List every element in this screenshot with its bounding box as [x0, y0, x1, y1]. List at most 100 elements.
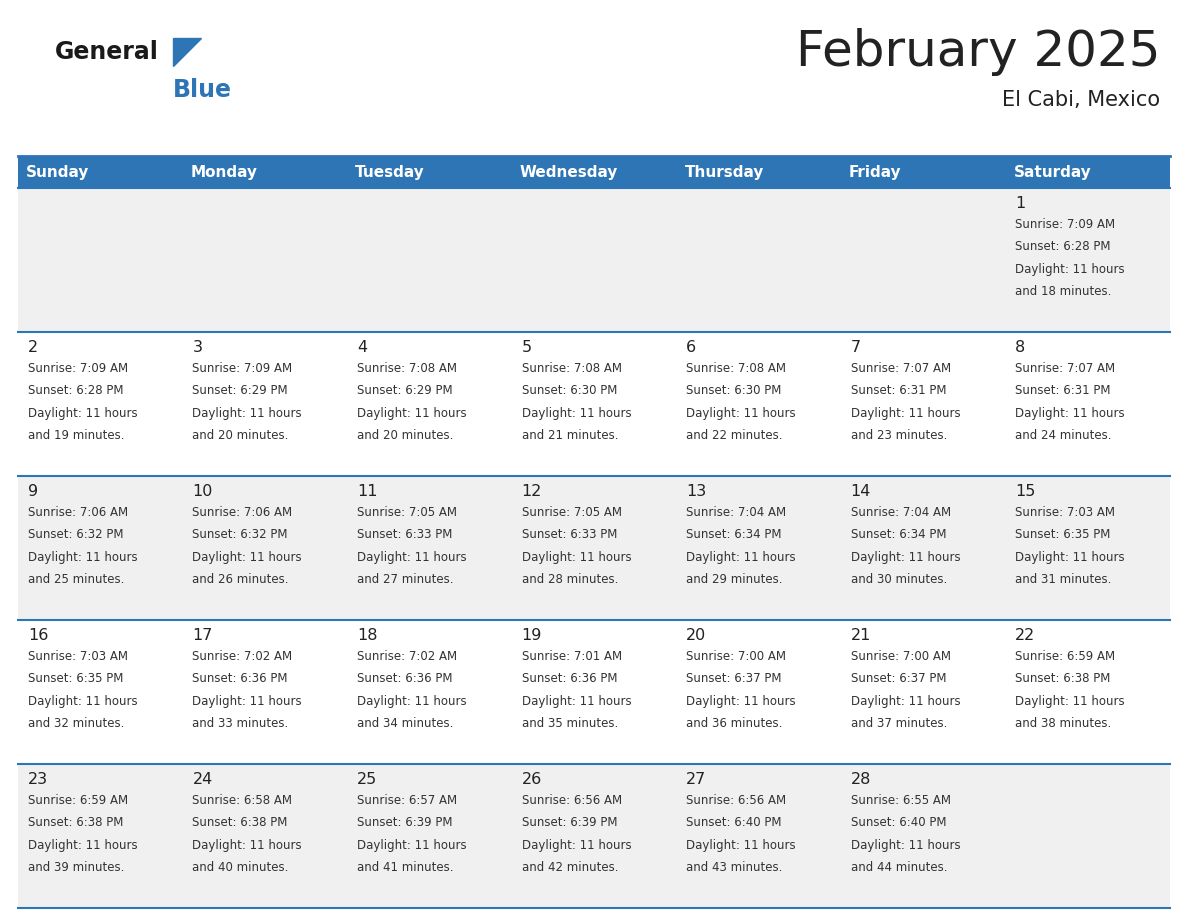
Text: General: General — [55, 40, 159, 64]
Bar — [18, 156, 183, 188]
Text: Sunrise: 7:02 AM: Sunrise: 7:02 AM — [358, 650, 457, 663]
Bar — [841, 188, 1005, 332]
Text: Sunrise: 6:57 AM: Sunrise: 6:57 AM — [358, 794, 457, 807]
Bar — [841, 620, 1005, 764]
Text: Wednesday: Wednesday — [520, 164, 618, 180]
Bar — [183, 188, 347, 332]
Text: 5: 5 — [522, 340, 532, 355]
Text: and 33 minutes.: and 33 minutes. — [192, 717, 289, 730]
Bar — [841, 476, 1005, 620]
Bar — [841, 156, 1005, 188]
Text: Tuesday: Tuesday — [355, 164, 425, 180]
Text: 11: 11 — [358, 484, 378, 499]
Text: and 34 minutes.: and 34 minutes. — [358, 717, 454, 730]
Text: Sunset: 6:36 PM: Sunset: 6:36 PM — [192, 672, 287, 686]
Bar — [18, 188, 183, 332]
Text: and 23 minutes.: and 23 minutes. — [851, 429, 947, 442]
Text: Sunrise: 7:06 AM: Sunrise: 7:06 AM — [27, 506, 128, 519]
Text: Daylight: 11 hours: Daylight: 11 hours — [851, 839, 960, 852]
Text: Sunrise: 6:59 AM: Sunrise: 6:59 AM — [1016, 650, 1116, 663]
Bar — [676, 764, 841, 908]
Bar — [512, 476, 676, 620]
Text: Blue: Blue — [173, 78, 232, 102]
Bar — [512, 620, 676, 764]
Text: Sunset: 6:37 PM: Sunset: 6:37 PM — [851, 672, 946, 686]
Text: and 26 minutes.: and 26 minutes. — [192, 573, 289, 586]
Text: Sunset: 6:35 PM: Sunset: 6:35 PM — [27, 672, 124, 686]
Text: 1: 1 — [1016, 196, 1025, 211]
Text: Sunset: 6:39 PM: Sunset: 6:39 PM — [522, 816, 617, 829]
Bar — [512, 764, 676, 908]
Text: and 38 minutes.: and 38 minutes. — [1016, 717, 1112, 730]
Text: Daylight: 11 hours: Daylight: 11 hours — [522, 551, 631, 564]
Text: 17: 17 — [192, 628, 213, 643]
Text: Sunset: 6:28 PM: Sunset: 6:28 PM — [27, 385, 124, 397]
Text: Sunset: 6:38 PM: Sunset: 6:38 PM — [1016, 672, 1111, 686]
Text: Sunrise: 7:08 AM: Sunrise: 7:08 AM — [358, 362, 457, 375]
Text: Sunrise: 7:04 AM: Sunrise: 7:04 AM — [687, 506, 786, 519]
Bar — [347, 332, 512, 476]
Text: February 2025: February 2025 — [796, 28, 1159, 76]
Text: and 20 minutes.: and 20 minutes. — [192, 429, 289, 442]
Text: Sunrise: 6:56 AM: Sunrise: 6:56 AM — [522, 794, 621, 807]
Text: 13: 13 — [687, 484, 707, 499]
Bar — [676, 156, 841, 188]
Bar — [18, 332, 183, 476]
Text: Daylight: 11 hours: Daylight: 11 hours — [687, 551, 796, 564]
Text: and 37 minutes.: and 37 minutes. — [851, 717, 947, 730]
Text: Sunset: 6:40 PM: Sunset: 6:40 PM — [851, 816, 946, 829]
Text: El Cabi, Mexico: El Cabi, Mexico — [1001, 90, 1159, 110]
Text: Sunset: 6:29 PM: Sunset: 6:29 PM — [358, 385, 453, 397]
Bar — [183, 764, 347, 908]
Bar — [676, 332, 841, 476]
Text: Sunrise: 7:08 AM: Sunrise: 7:08 AM — [687, 362, 786, 375]
Text: and 22 minutes.: and 22 minutes. — [687, 429, 783, 442]
Text: Sunrise: 7:01 AM: Sunrise: 7:01 AM — [522, 650, 621, 663]
Text: Daylight: 11 hours: Daylight: 11 hours — [192, 695, 302, 708]
Bar — [512, 156, 676, 188]
Text: Saturday: Saturday — [1013, 164, 1092, 180]
Text: 25: 25 — [358, 772, 378, 787]
Text: Sunset: 6:34 PM: Sunset: 6:34 PM — [687, 529, 782, 542]
Bar — [347, 156, 512, 188]
Text: Sunset: 6:30 PM: Sunset: 6:30 PM — [522, 385, 617, 397]
Text: Sunset: 6:34 PM: Sunset: 6:34 PM — [851, 529, 946, 542]
Text: Sunrise: 7:03 AM: Sunrise: 7:03 AM — [27, 650, 128, 663]
Text: Sunrise: 6:55 AM: Sunrise: 6:55 AM — [851, 794, 950, 807]
Text: Sunrise: 7:09 AM: Sunrise: 7:09 AM — [27, 362, 128, 375]
Text: 6: 6 — [687, 340, 696, 355]
Text: Sunset: 6:37 PM: Sunset: 6:37 PM — [687, 672, 782, 686]
Text: Sunset: 6:32 PM: Sunset: 6:32 PM — [192, 529, 287, 542]
Text: Daylight: 11 hours: Daylight: 11 hours — [27, 695, 138, 708]
Bar — [347, 764, 512, 908]
Text: Sunset: 6:38 PM: Sunset: 6:38 PM — [192, 816, 287, 829]
Text: Sunset: 6:33 PM: Sunset: 6:33 PM — [522, 529, 617, 542]
Text: 10: 10 — [192, 484, 213, 499]
Bar — [183, 476, 347, 620]
Text: Sunrise: 7:04 AM: Sunrise: 7:04 AM — [851, 506, 950, 519]
Text: Daylight: 11 hours: Daylight: 11 hours — [27, 407, 138, 420]
Text: and 35 minutes.: and 35 minutes. — [522, 717, 618, 730]
Text: and 24 minutes.: and 24 minutes. — [1016, 429, 1112, 442]
Text: Daylight: 11 hours: Daylight: 11 hours — [358, 407, 467, 420]
Text: 15: 15 — [1016, 484, 1036, 499]
Text: 22: 22 — [1016, 628, 1036, 643]
Bar — [512, 332, 676, 476]
Bar — [1005, 188, 1170, 332]
Bar — [183, 332, 347, 476]
Bar — [841, 764, 1005, 908]
Bar — [676, 188, 841, 332]
Text: Sunrise: 7:08 AM: Sunrise: 7:08 AM — [522, 362, 621, 375]
Text: Daylight: 11 hours: Daylight: 11 hours — [1016, 263, 1125, 275]
Bar — [18, 620, 183, 764]
Bar — [841, 332, 1005, 476]
Bar — [1005, 476, 1170, 620]
Text: 28: 28 — [851, 772, 871, 787]
Text: Thursday: Thursday — [684, 164, 764, 180]
Text: Sunset: 6:40 PM: Sunset: 6:40 PM — [687, 816, 782, 829]
Bar — [1005, 332, 1170, 476]
Text: Daylight: 11 hours: Daylight: 11 hours — [1016, 695, 1125, 708]
Text: Sunset: 6:31 PM: Sunset: 6:31 PM — [851, 385, 946, 397]
Text: Sunset: 6:29 PM: Sunset: 6:29 PM — [192, 385, 287, 397]
Text: Daylight: 11 hours: Daylight: 11 hours — [1016, 407, 1125, 420]
